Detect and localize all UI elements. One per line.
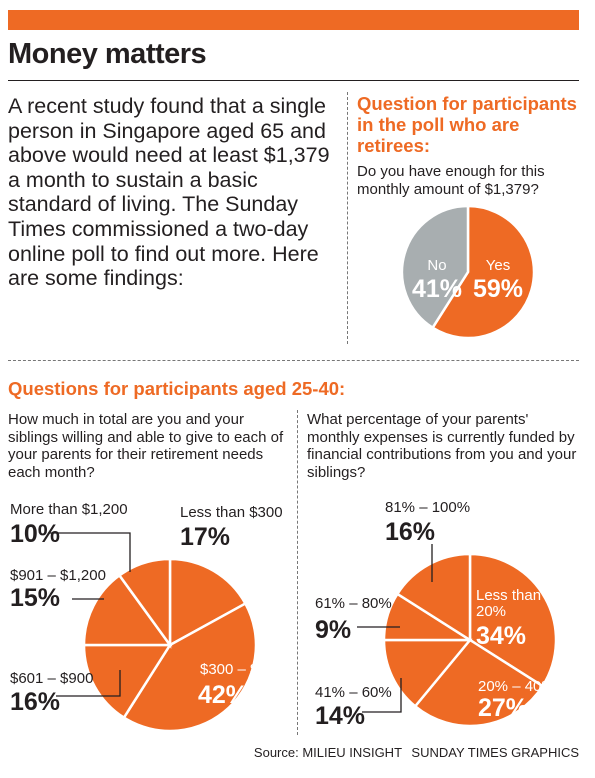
slice-percent-label: 59% <box>473 275 523 303</box>
pie-slice <box>122 601 258 733</box>
retirees-question: Do you have enough for this monthly amou… <box>357 163 545 198</box>
slice-category-label: 41% – 60% <box>315 684 392 701</box>
slice-percent-label: 16% <box>385 518 435 546</box>
pie-slice <box>413 638 545 728</box>
slice-category-label-cont: 20% <box>476 603 506 620</box>
pie-slice <box>168 557 248 648</box>
pie-slice <box>395 552 472 643</box>
vertical-divider-bottom <box>297 410 298 735</box>
pie-slice <box>430 204 536 340</box>
slice-percent-label: 14% <box>315 702 365 730</box>
slice-category-label: Yes <box>486 257 510 274</box>
contribution-question: How much in total are you and your sibli… <box>8 411 284 481</box>
leader-line <box>362 678 402 713</box>
source-label: Source: MILIEU INSIGHT <box>253 745 402 760</box>
contribution-pie <box>48 532 258 733</box>
slice-category-label: More than $1,200 <box>10 501 128 518</box>
slice-percent-label: 9% <box>315 616 351 644</box>
source-credit: SUNDAY TIMES GRAPHICS <box>411 745 579 760</box>
funding-pie <box>357 544 558 728</box>
pie-slice <box>382 592 475 642</box>
pie-slice <box>117 557 172 649</box>
retirees-heading: Question for participants in the poll wh… <box>357 93 577 156</box>
slice-category-label: $601 – $900 <box>10 670 93 687</box>
leader-line <box>48 532 131 572</box>
source-line: Source: MILIEU INSIGHT SUNDAY TIMES GRAP… <box>254 745 579 760</box>
slice-category-label: Less than $300 <box>180 504 283 521</box>
slice-category-label: No <box>427 257 446 274</box>
slice-category-label: $901 – $1,200 <box>10 567 106 584</box>
pie-slice <box>468 552 558 688</box>
slice-percent-label: 42% <box>198 681 248 709</box>
slice-percent-label: 17% <box>180 523 230 551</box>
pie-slice <box>82 643 173 720</box>
slice-percent-label: 10% <box>10 520 60 548</box>
slice-category-label: Less than <box>476 587 541 604</box>
title-divider <box>8 80 579 81</box>
pie-slice <box>382 638 473 709</box>
slice-percent-label: 34% <box>476 622 526 650</box>
page-title: Money matters <box>8 38 207 70</box>
pie-slice <box>400 204 470 330</box>
vertical-divider-top <box>347 92 348 344</box>
top-accent-bar <box>8 10 579 30</box>
pie-slice <box>82 573 173 647</box>
slice-percent-label: 16% <box>10 688 60 716</box>
slice-percent-label: 27% <box>478 694 528 722</box>
funding-question: What percentage of your parents' monthly… <box>307 411 577 481</box>
slice-category-label: $300 – $600 <box>200 661 283 678</box>
slice-percent-label: 41% <box>412 275 462 303</box>
intro-text: A recent study found that a single perso… <box>8 94 330 291</box>
slice-category-label: 61% – 80% <box>315 595 392 612</box>
horizontal-divider <box>8 360 579 361</box>
leader-line <box>56 670 121 697</box>
slice-percent-label: 15% <box>10 584 60 612</box>
retirees-pie <box>400 204 536 340</box>
slice-category-label: 81% – 100% <box>385 499 470 516</box>
slice-category-label: 20% – 40% <box>478 678 555 695</box>
young-heading: Questions for participants aged 25-40: <box>8 378 346 399</box>
